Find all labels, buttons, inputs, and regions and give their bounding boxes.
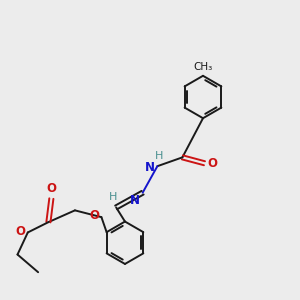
Text: N: N <box>144 161 154 174</box>
Text: O: O <box>89 209 99 223</box>
Text: O: O <box>46 182 56 195</box>
Text: H: H <box>154 151 163 161</box>
Text: CH₃: CH₃ <box>194 62 213 72</box>
Text: O: O <box>16 225 26 238</box>
Text: O: O <box>207 157 218 170</box>
Text: N: N <box>130 194 140 207</box>
Text: H: H <box>108 191 117 202</box>
